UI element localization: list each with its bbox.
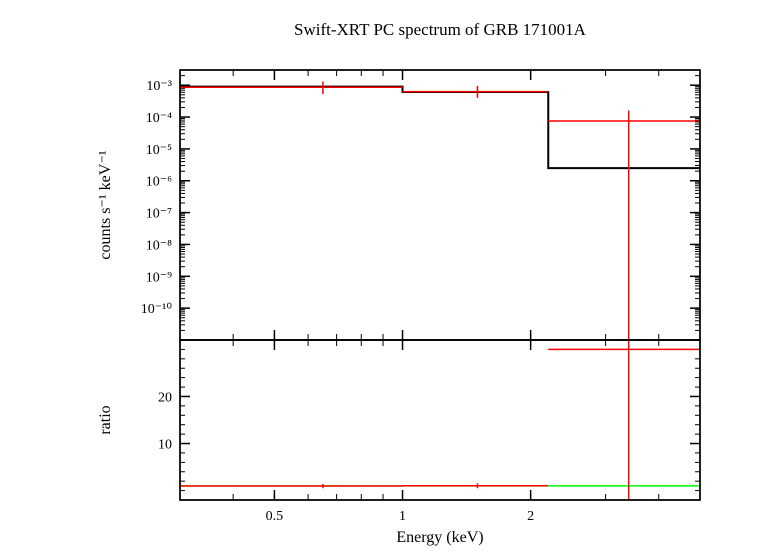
bottom-panel-frame <box>180 340 700 500</box>
bottom-panel-content <box>180 189 700 500</box>
y-top-axis-label: counts s⁻¹ keV⁻¹ <box>97 150 114 259</box>
y-top-tick-label: 10⁻⁹ <box>146 270 172 285</box>
top-panel-frame <box>180 70 700 340</box>
x-tick-label: 0.5 <box>266 509 284 524</box>
chart-title: Swift-XRT PC spectrum of GRB 171001A <box>294 20 587 39</box>
x-tick-label: 1 <box>399 509 406 524</box>
y-top-tick-label: 10⁻⁵ <box>146 143 172 158</box>
model-histogram <box>180 87 700 168</box>
chart-svg: Swift-XRT PC spectrum of GRB 171001A 0.5 1… <box>0 0 758 556</box>
y-bot-tick-label: 20 <box>158 390 172 405</box>
y-top-tick-label: 10⁻⁶ <box>146 175 172 190</box>
y-bot-axis-label: ratio <box>97 405 114 434</box>
y-top-tick-label: 10⁻⁷ <box>146 207 172 222</box>
y-top-tick-label: 10⁻³ <box>146 79 172 94</box>
y-top-tick-label: 10⁻⁴ <box>146 111 172 126</box>
spectrum-chart: Swift-XRT PC spectrum of GRB 171001A 0.5 1… <box>0 0 758 556</box>
top-panel-content <box>180 82 700 340</box>
y-top-tick-label: 10⁻⁸ <box>146 238 172 253</box>
x-axis-label: Energy (keV) <box>396 529 483 546</box>
y-bot-tick-label: 10 <box>158 438 172 453</box>
x-tick-label: 2 <box>527 509 534 524</box>
y-top-tick-label: 10⁻¹⁰ <box>141 302 173 317</box>
